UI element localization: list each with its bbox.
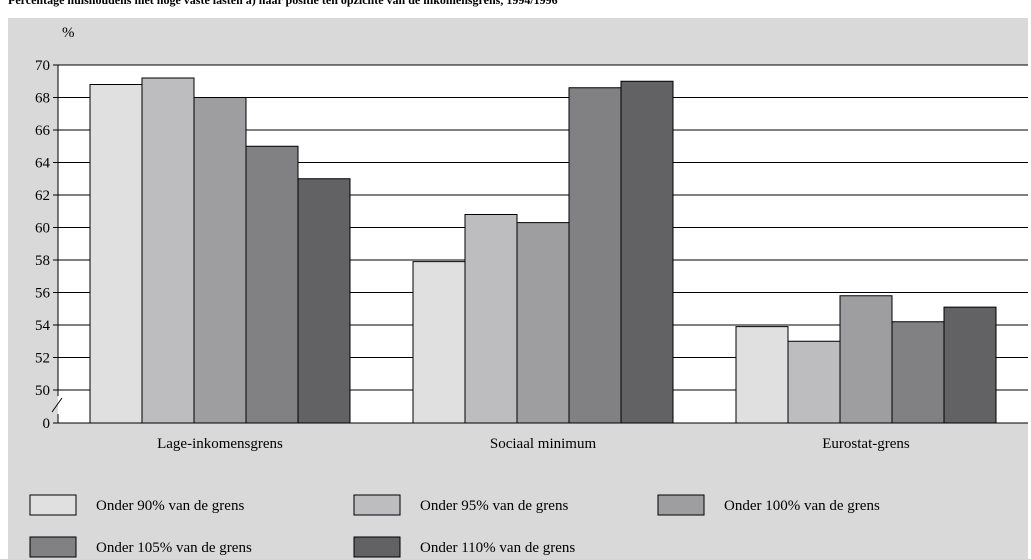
category-label: Sociaal minimum [490,436,597,452]
legend-swatch [29,494,77,516]
bar [568,87,622,424]
chart-title: Percentage huishoudens met hoge vaste la… [8,0,558,7]
y-tick-label: 58 [35,253,50,269]
bar [297,178,351,424]
y-tick-label: 0 [43,416,51,432]
bar [412,261,466,424]
y-tick-label: 68 [35,91,50,107]
legend-label: Onder 105% van de grens [96,540,252,556]
bar [464,214,518,424]
legend-swatch [29,536,77,558]
y-tick-label: 54 [35,318,51,334]
bar [839,295,893,424]
y-axis-label: % [62,25,75,41]
category-label: Lage-inkomensgrens [157,436,283,452]
bar [943,306,997,424]
bars [89,77,997,424]
y-tick-label: 70 [35,58,50,74]
bar-chart: 0 50 52 54 56 58 60 62 64 66 68 70 Lage-inkomensgren… [29,25,1028,558]
bar [787,340,841,424]
legend-label: Onder 95% van de grens [420,498,568,514]
axis-break [51,397,63,413]
bar [516,222,570,424]
legend-swatch [353,494,401,516]
bar [620,80,674,424]
legend-swatch [353,536,401,558]
y-tick-label: 56 [35,286,51,302]
axes: 0 50 52 54 56 58 60 62 64 66 68 70 Lage-inkomensgren… [35,58,1028,452]
y-tick-label: 60 [35,221,50,237]
bar [193,97,247,424]
y-tick-label: 62 [35,188,50,204]
bar [141,77,195,424]
y-tick-label: 52 [35,351,50,367]
legend-label: Onder 100% van de grens [724,498,880,514]
bar [89,84,143,424]
category-label: Eurostat-grens [822,436,910,452]
y-tick-label: 66 [35,123,51,139]
legend-label: Onder 90% van de grens [96,498,244,514]
bar [891,321,945,424]
chart-panel: 0 50 52 54 56 58 60 62 64 66 68 70 Lage-inkomensgren… [8,18,1028,559]
bar [245,145,299,424]
y-tick-label: 64 [35,156,51,172]
legend-label: Onder 110% van de grens [420,540,575,556]
legend-swatch [657,494,705,516]
legend: Onder 90% van de grens Onder 95% van de g… [29,494,880,558]
y-tick-label: 50 [35,383,50,399]
bar [735,326,789,424]
